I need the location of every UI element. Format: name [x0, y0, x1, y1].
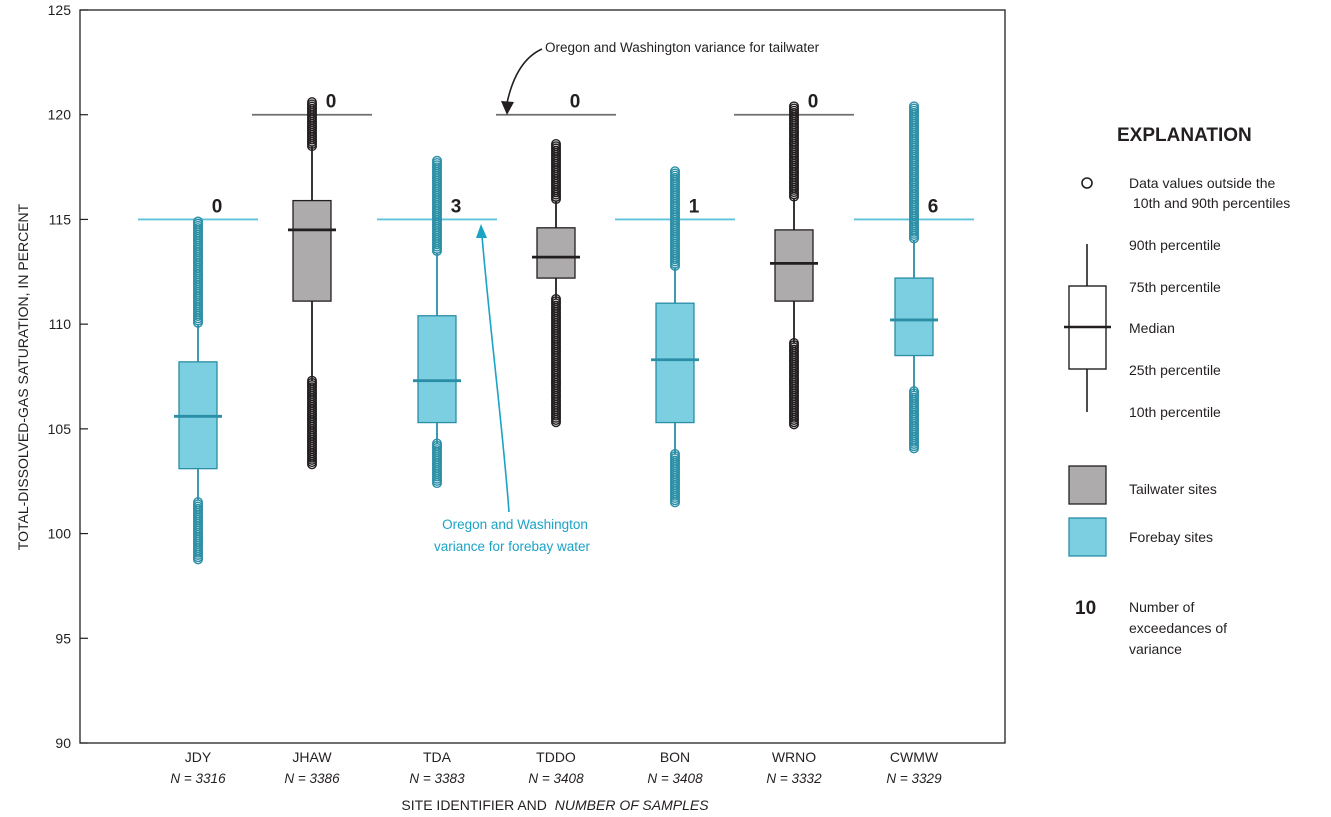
legend-title: EXPLANATION [1117, 125, 1252, 146]
y-axis: 90 95 100 105 110 115 120 125 [48, 2, 88, 751]
outlier-marker [307, 459, 318, 470]
y-tick-label: 95 [55, 630, 71, 646]
site-label: WRNO [772, 749, 816, 765]
legend-p90-label: 90th percentile [1129, 237, 1221, 253]
site-label: TDDO [536, 749, 576, 765]
legend-p75-label: 75th percentile [1129, 279, 1221, 295]
legend-exceedance-line1: Number of [1129, 599, 1194, 615]
exceedance-count: 3 [451, 196, 462, 217]
site-label: JDY [185, 749, 212, 765]
site-label: BON [660, 749, 690, 765]
interquartile-box [655, 302, 695, 424]
annotation-forebay-line1: Oregon and Washington [442, 517, 588, 532]
outlier-marker [670, 497, 681, 508]
site-label: TDA [423, 749, 452, 765]
site-label: CWMW [890, 749, 939, 765]
outlier-marker [432, 478, 443, 489]
outlier-marker [192, 317, 203, 328]
box-jhaw [288, 97, 336, 470]
annotation-forebay-arrow [481, 235, 510, 513]
box-tda [413, 155, 461, 489]
y-tick-label: 90 [55, 735, 71, 751]
legend-outlier-marker [1081, 177, 1093, 189]
sample-count-label: N = 3332 [766, 771, 822, 786]
x-axis-label-main: SITE IDENTIFIER AND [401, 797, 546, 813]
annotation-tailwater-arrow [506, 48, 543, 104]
box-tddo [532, 139, 580, 428]
exceedance-count: 6 [928, 196, 939, 217]
exceedance-count: 0 [570, 92, 581, 113]
legend-p10-label: 10th percentile [1129, 404, 1221, 420]
interquartile-box [894, 277, 934, 357]
y-tick-label: 100 [48, 526, 72, 542]
interquartile-box [292, 199, 332, 302]
box-bon [651, 166, 699, 508]
outlier-marker [789, 419, 800, 430]
y-tick-label: 105 [48, 421, 72, 437]
exceedance-count: 1 [689, 196, 700, 217]
outlier-marker [789, 191, 800, 202]
outlier-marker [551, 194, 562, 205]
legend-exceedance-line3: variance [1129, 641, 1182, 657]
legend-forebay-swatch [1068, 517, 1107, 557]
exceedance-count: 0 [326, 92, 337, 113]
x-axis-labels: JDY N = 3316 JHAW N = 3386 TDA N = 3383 TDDO N … [170, 749, 942, 786]
sample-count-label: N = 3329 [886, 771, 942, 786]
annotation-forebay-arrowhead [476, 224, 487, 238]
plot-frame [79, 9, 1006, 744]
y-tick-label: 115 [49, 211, 72, 227]
box-series [174, 97, 938, 565]
sample-count-label: N = 3408 [647, 771, 703, 786]
x-axis-label-italic: NUMBER OF SAMPLES [555, 797, 709, 813]
legend-tailwater-swatch [1068, 465, 1107, 505]
annotation-tailwater: Oregon and Washington variance for tailw… [545, 40, 820, 55]
annotation-tailwater-arrowhead [501, 101, 514, 115]
box-jdy [174, 216, 222, 565]
outlier-marker [909, 233, 920, 244]
sample-count-label: N = 3316 [170, 771, 226, 786]
y-tick-label: 110 [49, 316, 72, 332]
interquartile-box [774, 229, 814, 302]
box-cwmw [890, 101, 938, 454]
legend-forebay-label: Forebay sites [1129, 529, 1213, 545]
outlier-marker [551, 417, 562, 428]
site-label: JHAW [292, 749, 332, 765]
exceedance-count: 0 [212, 196, 223, 217]
interquartile-box [417, 315, 457, 424]
legend-p25-label: 25th percentile [1129, 362, 1221, 378]
box-wrno [770, 101, 818, 430]
legend-median-label: Median [1129, 320, 1175, 336]
y-tick-label: 120 [48, 107, 72, 123]
annotation-forebay-line2: variance for forebay water [434, 539, 591, 554]
outlier-marker [909, 443, 920, 454]
outlier-marker [192, 554, 203, 565]
legend-tailwater-label: Tailwater sites [1129, 481, 1217, 497]
interquartile-box [536, 227, 576, 279]
outlier-marker [432, 245, 443, 256]
outlier-marker [670, 260, 681, 271]
outlier-marker [307, 141, 318, 152]
y-axis-label: TOTAL-DISSOLVED-GAS SATURATION, IN PERCE… [15, 203, 31, 550]
x-axis-label: SITE IDENTIFIER AND NUMBER OF SAMPLES [401, 797, 709, 813]
legend-outlier-line2: 10th and 90th percentiles [1133, 195, 1290, 211]
legend-outlier-line1: Data values outside the [1129, 175, 1276, 191]
legend-exceedance-line2: exceedances of [1129, 620, 1227, 636]
legend-exceedance-number: 10 [1075, 598, 1096, 619]
sample-count-label: N = 3408 [528, 771, 584, 786]
exceedance-count: 0 [808, 92, 819, 113]
y-tick-label: 125 [48, 2, 72, 18]
legend: EXPLANATION Data values outside the 10th… [1064, 125, 1290, 657]
sample-count-label: N = 3386 [284, 771, 340, 786]
sample-count-label: N = 3383 [409, 771, 465, 786]
